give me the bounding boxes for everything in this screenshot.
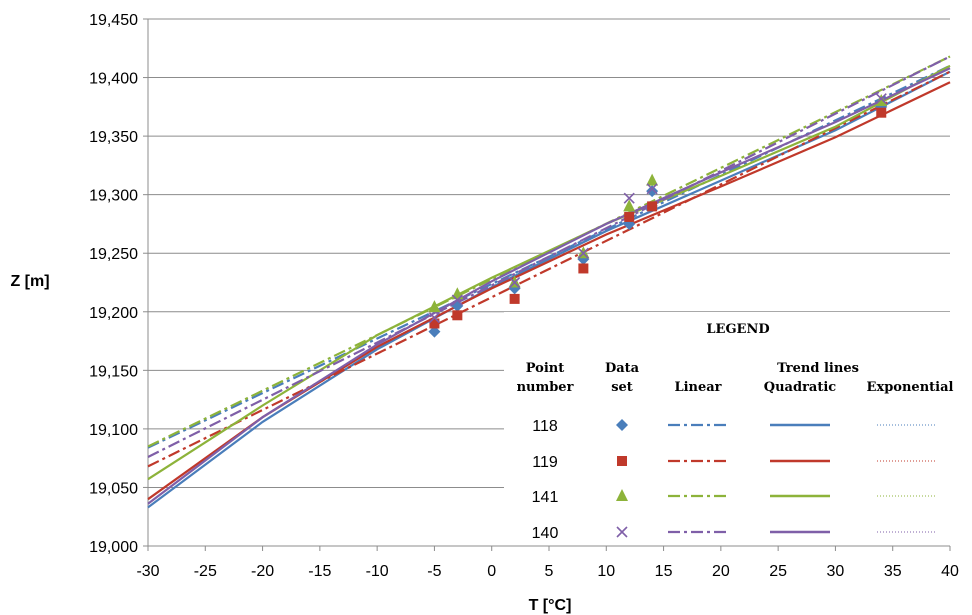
legend-point-number: 119 [532, 454, 558, 471]
y-tick-label: 19,150 [89, 363, 138, 380]
x-tick-label: 5 [545, 563, 554, 580]
cross-stroke [646, 183, 658, 195]
x-tick-label: 15 [655, 563, 673, 580]
trend-lines [147, 55, 951, 509]
x-tick-label: 40 [941, 563, 959, 580]
legend-point-number: 140 [532, 525, 559, 542]
x-tick-label: -5 [427, 563, 441, 580]
data-point-square [876, 107, 887, 118]
data-point-triangle [646, 173, 659, 186]
y-tick-labels: 19,000 19,050 19,100 19,150 19,200 19,250 19,3… [89, 12, 138, 556]
y-tick-label: 19,000 [89, 539, 138, 556]
data-point-cross [428, 312, 440, 324]
legend-point-number: 141 [532, 489, 559, 506]
y-tick-label: 19,450 [89, 12, 138, 29]
data-point-square [509, 293, 520, 304]
y-tick-label: 19,100 [89, 422, 138, 439]
y-tick-label: 19,350 [89, 129, 138, 146]
cross-stroke [616, 526, 628, 538]
x-tick-labels: -30 -25 -20 -15 -10 -5 0 5 10 15 20 25 30 35 40 [136, 563, 959, 580]
data-points [428, 93, 888, 338]
data-point-square [578, 263, 589, 274]
legend-title: LEGEND [706, 322, 769, 337]
cross-stroke [875, 93, 887, 105]
data-point-diamond [646, 185, 659, 198]
x-tick-label: 20 [712, 563, 730, 580]
cross-stroke [623, 192, 635, 204]
data-point-cross [509, 276, 521, 289]
legend-header-exponential: Exponential [867, 380, 954, 395]
data-point-cross [623, 192, 635, 204]
axes [143, 18, 951, 551]
y-tick-label: 19,400 [89, 71, 138, 88]
legend-point-number: 118 [532, 418, 558, 435]
y-tick-label: 19,300 [89, 188, 138, 205]
data-point-square [452, 310, 463, 321]
data-point-triangle [875, 93, 888, 106]
legend-marker-triangle [616, 489, 628, 501]
y-tick-label: 19,200 [89, 305, 138, 322]
data-point-cross [577, 247, 589, 259]
legend-header-data: Data [605, 361, 640, 376]
x-tick-label: 30 [827, 563, 845, 580]
x-axis-title: T [°C] [529, 597, 572, 614]
data-point-triangle [428, 300, 441, 313]
data-point-square [429, 318, 440, 329]
legend-rows: 118 119 141 140 [532, 418, 937, 542]
x-tick-label: -10 [366, 563, 389, 580]
exponential-trend-line [147, 65, 951, 480]
cross-stroke [577, 247, 589, 259]
data-point-cross [451, 294, 463, 306]
linear-trend-line [147, 70, 951, 468]
legend-header-quadratic: Quadratic [764, 380, 837, 395]
y-tick-label: 19,250 [89, 246, 138, 263]
x-tick-label: -30 [136, 563, 159, 580]
legend-marker-cross [616, 526, 628, 538]
x-tick-label: 10 [597, 563, 615, 580]
legend-header-number: number [517, 380, 574, 395]
x-tick-label: 0 [487, 563, 496, 580]
legend-background [504, 312, 968, 545]
x-tick-label: -20 [251, 563, 274, 580]
x-tick-label: -25 [194, 563, 217, 580]
legend: LEGEND Point number Data set Trend lines… [504, 312, 968, 545]
legend-header-linear: Linear [674, 380, 721, 395]
x-tick-label: 25 [769, 563, 787, 580]
legend-header-trend: Trend lines [777, 361, 859, 376]
data-point-diamond [428, 325, 441, 338]
legend-header-point: Point [526, 361, 565, 376]
linear-trend-line [147, 55, 951, 458]
legend-marker-diamond [616, 419, 628, 431]
cross-stroke [509, 276, 521, 289]
y-tick-label: 19,050 [89, 480, 138, 497]
legend-header-set: set [611, 380, 633, 395]
legend-marker-square [617, 456, 627, 466]
cross-stroke [428, 312, 440, 324]
data-point-triangle [623, 199, 636, 212]
data-point-cross [875, 93, 887, 105]
exponential-trend-line [147, 67, 951, 505]
data-point-cross [646, 183, 658, 195]
x-tick-label: -15 [308, 563, 331, 580]
data-point-square [647, 201, 658, 212]
y-axis-title: Z [m] [10, 273, 49, 290]
cross-stroke [451, 294, 463, 306]
data-point-square [624, 211, 635, 222]
x-tick-label: 35 [884, 563, 902, 580]
